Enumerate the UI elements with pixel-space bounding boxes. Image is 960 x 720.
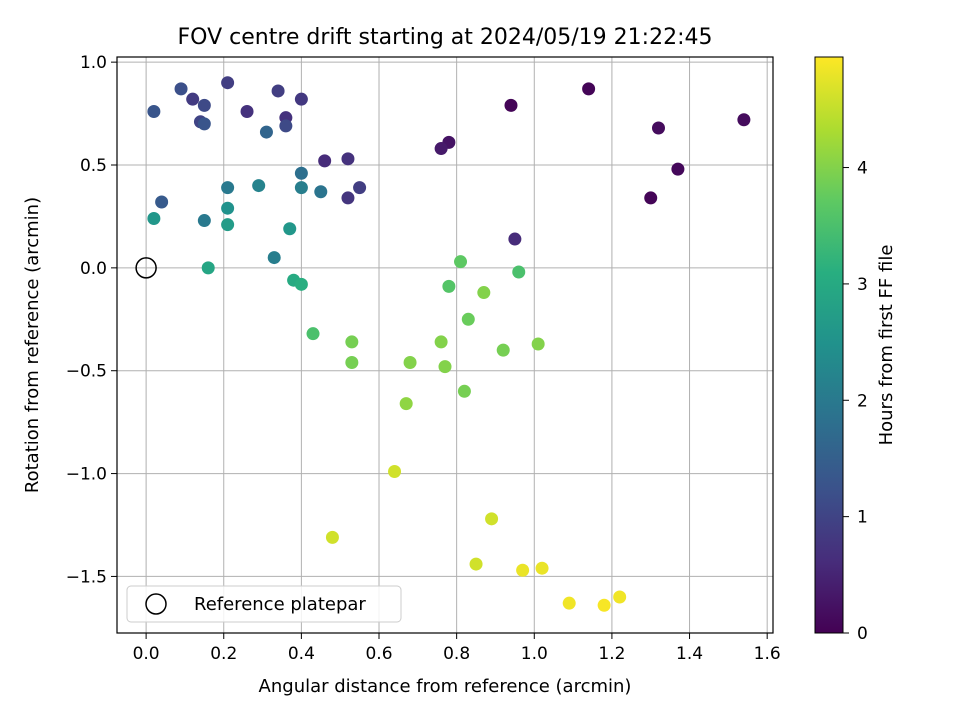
x-tick-label: 0.2 bbox=[210, 644, 237, 664]
reference-point-group bbox=[135, 257, 157, 279]
scatter-point bbox=[345, 355, 359, 369]
scatter-point bbox=[461, 312, 475, 326]
scatter-point bbox=[597, 598, 611, 612]
scatter-point bbox=[485, 512, 499, 526]
scatter-point bbox=[454, 255, 468, 269]
scatter-point bbox=[353, 181, 367, 195]
x-tick-label: 1.2 bbox=[598, 644, 625, 664]
x-tick-label: 0.8 bbox=[443, 644, 470, 664]
scatter-point bbox=[221, 181, 235, 195]
scatter-point bbox=[457, 384, 471, 398]
reference-point bbox=[135, 257, 157, 279]
colorbar-label: Hours from first FF file bbox=[876, 245, 897, 446]
x-tick-label: 0.6 bbox=[365, 644, 392, 664]
scatter-point bbox=[496, 343, 510, 357]
scatter-point bbox=[508, 232, 522, 246]
colorbar-tick-label: 2 bbox=[857, 391, 868, 411]
x-tick-label: 0.0 bbox=[133, 644, 160, 664]
scatter-point bbox=[283, 222, 297, 236]
scatter-point bbox=[469, 557, 483, 571]
y-tick-label: −1.0 bbox=[66, 465, 107, 485]
scatter-point bbox=[737, 113, 751, 127]
x-tick-label: 1.4 bbox=[676, 644, 703, 664]
scatter-point bbox=[403, 355, 417, 369]
scatter-point bbox=[221, 76, 235, 90]
plot-frame bbox=[116, 56, 774, 634]
scatter-point bbox=[341, 191, 355, 205]
scatter-point bbox=[442, 279, 456, 293]
colorbar-tick-label: 0 bbox=[857, 624, 868, 644]
y-tick-label: 1.0 bbox=[80, 53, 107, 73]
scatter-point bbox=[259, 125, 273, 139]
y-tick-label: 0.0 bbox=[80, 259, 107, 279]
scatter-point bbox=[562, 596, 576, 610]
legend: Reference platepar bbox=[126, 585, 402, 623]
x-tick-label: 0.4 bbox=[288, 644, 315, 664]
scatter-point bbox=[267, 251, 281, 265]
scatter-point bbox=[155, 195, 169, 209]
scatter-point bbox=[201, 261, 215, 275]
colorbar bbox=[814, 56, 844, 634]
y-tick-label: −1.5 bbox=[66, 567, 107, 587]
scatter-point bbox=[613, 590, 627, 604]
scatter-point bbox=[434, 335, 448, 349]
data-points bbox=[147, 76, 751, 612]
x-tick-label: 1.0 bbox=[521, 644, 548, 664]
scatter-point bbox=[294, 277, 308, 291]
legend-entry-reference: Reference platepar bbox=[194, 594, 366, 615]
chart-title: FOV centre drift starting at 2024/05/19 … bbox=[178, 25, 713, 50]
scatter-point bbox=[197, 214, 211, 228]
scatter-point bbox=[325, 530, 339, 544]
scatter-point bbox=[221, 218, 235, 232]
scatter-point bbox=[314, 185, 328, 199]
colorbar-tick-label: 4 bbox=[857, 159, 868, 179]
scatter-point bbox=[671, 162, 685, 176]
scatter-point bbox=[240, 105, 254, 119]
scatter-point bbox=[186, 92, 200, 106]
scatter-point bbox=[644, 191, 658, 205]
scatter-point bbox=[294, 181, 308, 195]
legend-marker bbox=[145, 593, 167, 615]
legend-box bbox=[126, 585, 402, 623]
x-axis-ticks: 0.0 0.2 0.4 0.6 0.8 1.0 1.2 1.4 1.6 bbox=[133, 633, 781, 664]
scatter-point bbox=[516, 563, 530, 577]
y-axis-label: Rotation from reference (arcmin) bbox=[22, 197, 43, 493]
scatter-point bbox=[399, 397, 413, 411]
scatter-point bbox=[341, 152, 355, 166]
y-axis-ticks: 1.0 0.5 0.0 −0.5 −1.0 −1.5 bbox=[66, 53, 117, 587]
scatter-point bbox=[221, 201, 235, 215]
scatter-point bbox=[318, 154, 332, 168]
scatter-point bbox=[271, 84, 285, 98]
scatter-point bbox=[345, 335, 359, 349]
colorbar-tick-label: 3 bbox=[857, 275, 868, 295]
scatter-point bbox=[174, 82, 188, 96]
scatter-point bbox=[434, 142, 448, 156]
scatter-point bbox=[388, 465, 402, 479]
scatter-point bbox=[582, 82, 596, 96]
scatter-point bbox=[197, 98, 211, 112]
scatter-point bbox=[294, 166, 308, 180]
x-tick-label: 1.6 bbox=[754, 644, 781, 664]
colorbar-tick-label: 1 bbox=[857, 508, 868, 528]
scatter-point bbox=[147, 211, 161, 225]
scatter-point bbox=[535, 561, 549, 575]
scatter-point bbox=[197, 117, 211, 131]
scatter-point bbox=[504, 98, 518, 112]
y-tick-label: −0.5 bbox=[66, 362, 107, 382]
scatter-point bbox=[477, 286, 491, 300]
scatter-point bbox=[294, 92, 308, 106]
scatter-point bbox=[651, 121, 665, 135]
colorbar-ticks: 0 1 2 3 4 bbox=[843, 159, 868, 644]
scatter-point bbox=[147, 105, 161, 119]
scatter-point bbox=[438, 360, 452, 374]
scatter-point bbox=[512, 265, 526, 279]
x-axis-label: Angular distance from reference (arcmin) bbox=[259, 676, 632, 697]
scatter-point bbox=[531, 337, 545, 351]
scatter-point bbox=[279, 119, 293, 133]
scatter-point bbox=[252, 179, 266, 193]
scatter-point bbox=[306, 327, 320, 341]
y-tick-label: 0.5 bbox=[80, 156, 107, 176]
